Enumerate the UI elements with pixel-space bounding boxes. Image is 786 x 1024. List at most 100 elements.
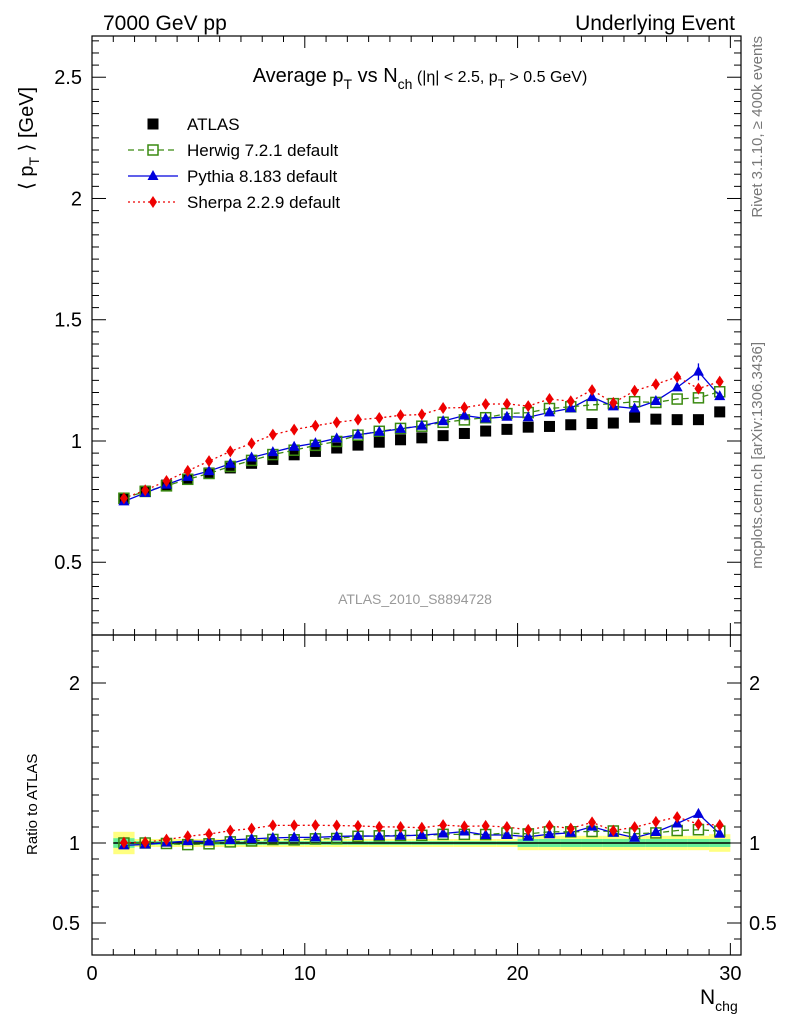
ratio-y-tick-label-right: 0.5 (749, 913, 777, 935)
legend-marker (149, 196, 157, 208)
data-point (311, 419, 320, 432)
ratio-data-point (375, 820, 384, 833)
data-point (373, 425, 385, 436)
data-point (375, 411, 384, 424)
data-point (692, 414, 704, 426)
ratio-data-point (396, 821, 405, 833)
data-point (119, 492, 128, 505)
ratio-data-point (162, 833, 171, 846)
analysis-watermark: ATLAS_2010_S8894728 (338, 591, 492, 607)
data-point (629, 402, 641, 413)
ratio-data-point (268, 819, 277, 832)
series-line (123, 376, 720, 499)
ratio-data-point (609, 824, 618, 837)
legend-label: Sherpa 2.2.9 default (187, 193, 340, 212)
ratio-data-point (141, 836, 150, 849)
data-point (715, 375, 724, 388)
data-point (565, 402, 577, 413)
ratio-data-point (288, 831, 300, 842)
legend-marker (147, 118, 159, 130)
data-point (565, 419, 577, 431)
data-point (396, 409, 405, 422)
y-axis-label-ratio: Ratio to ATLAS (24, 754, 41, 855)
ratio-data-point (203, 835, 215, 846)
ratio-data-point (524, 823, 533, 836)
data-point (439, 402, 448, 415)
data-point (694, 382, 703, 395)
data-point (522, 421, 534, 433)
data-point (437, 415, 449, 426)
data-point (395, 434, 407, 446)
data-point (671, 381, 683, 392)
ratio-data-point (673, 811, 682, 824)
y-axis-label-main: ⟨ pT ⟩ [GeV] (16, 87, 42, 190)
ratio-data-point (694, 818, 703, 831)
data-point (629, 411, 641, 423)
ratio-data-point (481, 819, 490, 832)
ratio-y-tick-label-right: 1 (749, 833, 760, 855)
data-point (630, 384, 639, 397)
ratio-data-point (417, 821, 426, 834)
data-point (352, 439, 364, 451)
ratio-panel-frame (91, 634, 742, 956)
ratio-data-point (311, 819, 320, 832)
chart-title: Average pT vs Nch (|η| < 2.5, pT > 0.5 G… (253, 65, 588, 92)
data-point (545, 393, 554, 406)
data-point (332, 416, 341, 429)
data-point (141, 484, 150, 497)
data-point (268, 428, 277, 441)
data-point (609, 396, 618, 409)
data-point (481, 398, 490, 411)
x-tick-label: 30 (719, 963, 741, 985)
ratio-data-point (715, 819, 724, 832)
data-point (162, 475, 171, 488)
side-label-mcplots: mcplots.cern.ch [arXiv:1306.3436] (749, 342, 766, 569)
data-point (353, 413, 362, 426)
ratio-data-point (630, 821, 639, 834)
ratio-data-point (119, 836, 128, 849)
ratio-data-point (629, 831, 641, 842)
ratio-data-point (332, 819, 341, 832)
ratio-data-point (480, 829, 492, 839)
data-point (673, 370, 682, 383)
data-point (586, 391, 598, 402)
ratio-data-point (352, 829, 364, 840)
ratio-data-point (545, 819, 554, 832)
ratio-data-point (501, 829, 513, 839)
y-tick-label: 0.5 (54, 552, 82, 574)
ratio-data-point (502, 821, 511, 833)
data-point (417, 408, 426, 421)
ratio-data-point (309, 831, 321, 842)
ratio-data-point (226, 824, 235, 837)
ratio-y-tick-label: 2 (69, 673, 80, 695)
data-point (480, 425, 492, 437)
data-point (267, 446, 279, 457)
ratio-data-point (650, 825, 662, 836)
data-point (543, 406, 555, 417)
x-tick-label: 20 (506, 963, 528, 985)
data-point (373, 436, 385, 448)
header-left: 7000 GeV pp (103, 12, 227, 35)
data-point (247, 437, 256, 450)
data-point (543, 420, 555, 432)
data-point (288, 440, 300, 451)
data-point (203, 465, 215, 476)
data-point (480, 412, 492, 423)
ratio-y-tick-label-right: 2 (749, 673, 760, 695)
ratio-series-line (123, 816, 720, 844)
data-point (226, 445, 235, 458)
header-right: Underlying Event (575, 12, 735, 35)
data-point (501, 410, 513, 421)
data-point (650, 413, 662, 425)
y-tick-label: 1.5 (54, 310, 82, 332)
ratio-data-point (246, 832, 258, 843)
ratio-data-point (353, 819, 362, 832)
y-tick-label: 2.5 (54, 67, 82, 89)
data-point (714, 390, 726, 401)
data-point (309, 437, 321, 448)
ratio-data-point (416, 829, 428, 840)
data-point (246, 451, 258, 462)
x-tick-label: 0 (86, 963, 97, 985)
ratio-data-point (714, 827, 726, 838)
